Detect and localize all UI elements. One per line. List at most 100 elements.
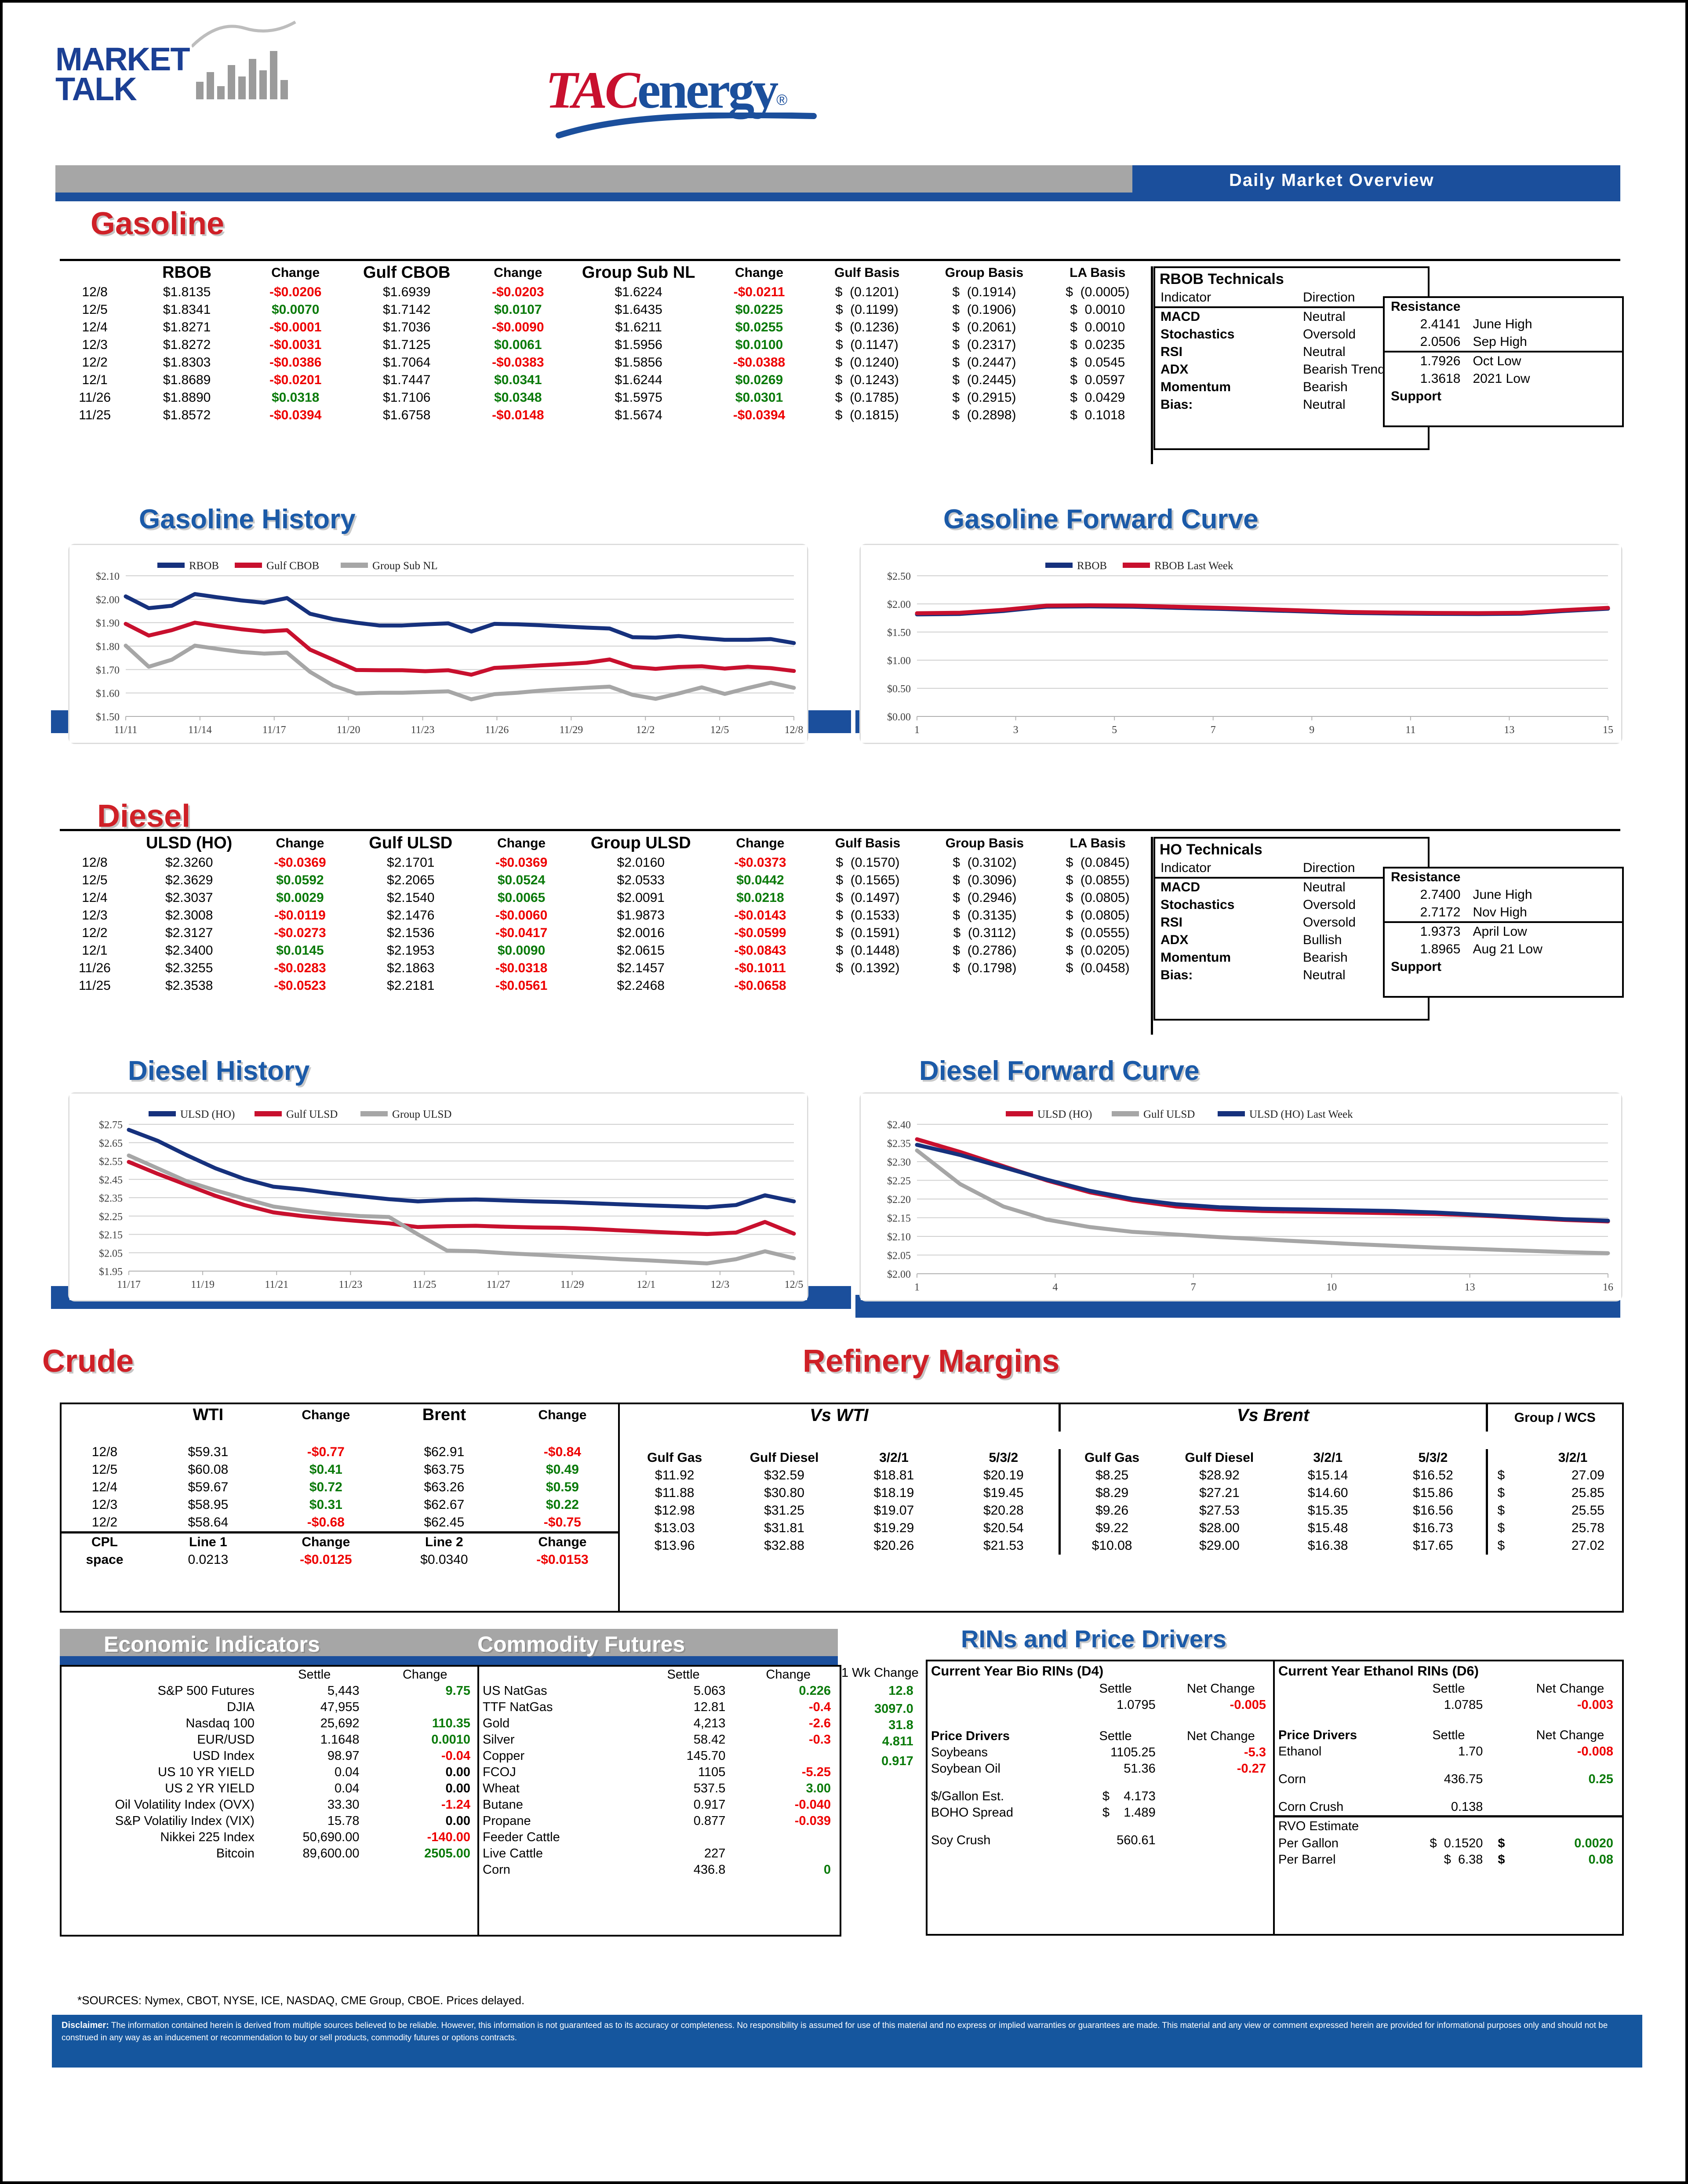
cell: MACD: [1160, 880, 1200, 894]
cell: $ 6.38: [1444, 1853, 1483, 1867]
cell: [737, 1748, 840, 1764]
cpl-header-row: CPL Line 1 Change Line 2 Change: [62, 1531, 620, 1551]
cell: 98.97: [327, 1749, 360, 1763]
cell: $0.41: [309, 1462, 342, 1477]
eth-title-row: Current Year Ethanol RINs (D6): [1275, 1661, 1622, 1681]
cell: $ (0.3135): [953, 908, 1017, 923]
cell: WTI: [193, 1406, 224, 1424]
cell: 12/3: [91, 1497, 118, 1512]
x-tick: 1: [914, 724, 920, 736]
cell: $0.0301: [735, 390, 783, 405]
cell: Copper: [483, 1749, 525, 1763]
cell: [928, 1681, 1064, 1697]
cell: $1.6244: [615, 373, 662, 387]
series-line: [915, 1143, 1610, 1223]
cell: Gulf Basis: [835, 836, 901, 850]
cell: 12.8: [888, 1684, 913, 1698]
cell: US NatGas: [483, 1684, 547, 1698]
daily-overview-blue-bar: [1132, 165, 1620, 193]
y-tick: $2.25: [887, 1176, 911, 1187]
legend-label: ULSD (HO): [180, 1108, 235, 1120]
gasoline-history-title: Gasoline History: [139, 504, 356, 534]
cell: June High: [1473, 887, 1532, 902]
tech-row: Stochastics Oversold: [1155, 896, 1428, 914]
level-row: 1.9373 April Low: [1385, 921, 1622, 941]
series-line: [127, 1153, 796, 1265]
cell: 11/26: [79, 390, 111, 405]
cell: FCOJ: [483, 1765, 516, 1779]
y-tick: $2.25: [99, 1211, 123, 1223]
cell: 12/4: [82, 320, 108, 334]
tech-row: MACD Neutral: [1155, 307, 1428, 326]
cell: Neutral: [1303, 309, 1346, 324]
legend-label: ULSD (HO): [1037, 1108, 1092, 1120]
cell: $ (0.1201): [835, 285, 899, 299]
x-tick: 9: [1309, 724, 1314, 736]
cell: Line 2: [383, 1531, 505, 1551]
cell: Settle: [1099, 1729, 1132, 1743]
legend-swatch: [1112, 1111, 1139, 1116]
cell: -0.003: [1577, 1698, 1613, 1712]
cell: $2.3008: [165, 908, 213, 923]
cell: 560.61: [1117, 1833, 1156, 1847]
chart0-svg: $1.50 $1.60 $1.70 $1.80 $1.90 $2.00 $2.10 11/11…: [69, 545, 807, 743]
cell: Gulf Gas: [1058, 1449, 1164, 1467]
cell: 27.02: [1571, 1538, 1604, 1553]
table-row: 12/5 $60.08 $0.41 $63.75 $0.49: [62, 1461, 620, 1479]
legend-label: RBOB: [189, 560, 219, 572]
cell: $0.0318: [271, 390, 320, 405]
cell: 12/5: [91, 1462, 118, 1477]
cell: $11.88: [655, 1486, 695, 1500]
cell: $1.6224: [615, 285, 662, 299]
refinery-column-header: Gulf Gas Gulf Diesel 3/2/1 5/3/2 Gulf Gas Gul…: [620, 1449, 1622, 1467]
gasoline-forward-chart: $0.00 $0.50 $1.00 $1.50 $2.00 $2.50 1 3 5 7 9 11 13 1…: [860, 544, 1622, 744]
cell: $ (0.3102): [953, 855, 1017, 870]
cell: $: [1485, 1467, 1524, 1484]
list-item: US NatGas 5.063 0.226: [479, 1683, 840, 1699]
legend-swatch: [149, 1111, 176, 1116]
table-row: 11/25 $1.8572 -$0.0394 $1.6758 -$0.0148 $1.56…: [60, 407, 1150, 424]
cell: 11/25: [79, 408, 111, 422]
cell: Gulf Diesel: [1185, 1450, 1254, 1465]
cell: $2.0091: [617, 890, 665, 905]
tech-row: Momentum Bearish: [1155, 378, 1428, 396]
x-tick: 11/23: [338, 1279, 362, 1290]
cell: 12/3: [82, 338, 108, 352]
cell: $1.7106: [383, 390, 431, 405]
cell: $ 0.0010: [1070, 320, 1125, 334]
x-tick: 11/11: [114, 724, 138, 736]
cell: Bearish: [1303, 380, 1348, 394]
table-row: 12/4 $1.8271 -$0.0001 $1.7036 -$0.0090 $1.621…: [60, 319, 1150, 336]
cell: 12/1: [82, 943, 108, 958]
cell: 0.917: [693, 1798, 726, 1812]
table-row: $13.96 $32.88 $20.26 $21.53 $10.08 $29.00 $16.…: [620, 1537, 1622, 1555]
cell: $2.3629: [165, 873, 213, 887]
list-item: USD Index 98.97 -0.04: [62, 1748, 479, 1764]
y-tick: $2.35: [887, 1138, 911, 1150]
cell: $ 0.0010: [1070, 302, 1125, 317]
cell: [1518, 1799, 1622, 1817]
tech-row: ADX Bullish: [1155, 931, 1428, 949]
cell: $ (0.1199): [835, 302, 899, 317]
cell: 12/4: [91, 1480, 118, 1494]
cell: Oversold: [1303, 898, 1356, 912]
level-row: 1.8965 Aug 21 Low: [1385, 941, 1622, 958]
cell: $: [1485, 1537, 1524, 1555]
cell: 4,213: [693, 1716, 726, 1730]
tech-row: MACD Neutral: [1155, 878, 1428, 896]
cell: -0.008: [1577, 1744, 1613, 1759]
y-tick: $1.90: [96, 618, 120, 629]
cell: -0.040: [794, 1798, 831, 1812]
cell: [737, 1829, 840, 1846]
cell: 25.78: [1571, 1521, 1604, 1535]
cell: $32.59: [764, 1468, 804, 1483]
cell: $1.8341: [163, 302, 211, 317]
cell: $2.2468: [617, 978, 665, 993]
table-row: 12/1 $2.3400 $0.0145 $2.1953 $0.0090 $2.0615 -…: [60, 942, 1150, 959]
cell: 0.08: [1588, 1853, 1613, 1867]
cell: $9.22: [1058, 1519, 1164, 1537]
cell: 2.7400: [1420, 887, 1461, 902]
cell: $ (0.1785): [835, 390, 899, 405]
x-tick: 11/26: [485, 724, 509, 736]
cell: Per Gallon: [1278, 1836, 1339, 1850]
